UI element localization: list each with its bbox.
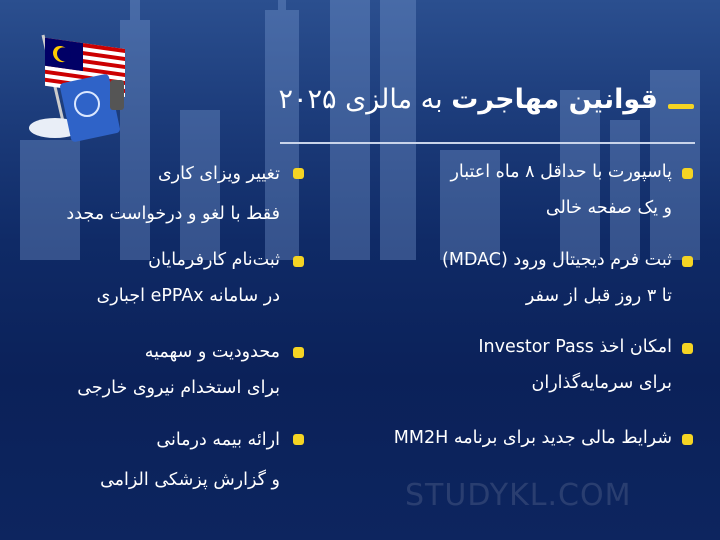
list-item: پاسپورت با حداقل ۸ ماه اعتبار و یک صفحه خ… — [450, 154, 672, 226]
list-item: شرایط مالی جدید برای برنامه MM2H — [394, 420, 672, 456]
item-line2: برای سرمایه‌گذاران — [531, 373, 672, 393]
divider — [280, 142, 695, 144]
bullet-icon — [293, 347, 304, 358]
page-title: قوانین مهاجرت به مالزی ۲۰۲۵ — [279, 84, 659, 115]
list-item: تغییر ویزای کاری فقط با لغو و درخواست مجد… — [66, 154, 280, 234]
bullet-icon — [682, 168, 693, 179]
item-line1: ثبت فرم دیجیتال ورود (MDAC) — [442, 250, 672, 270]
list-item: امکان اخذ Investor Pass برای سرمایه‌گذارا… — [478, 329, 672, 401]
item-line2: تا ۳ روز قبل از سفر — [525, 286, 672, 306]
item-line1: ارائه بیمه درمانی — [156, 430, 280, 450]
list-item: ثبت فرم دیجیتال ورود (MDAC) تا ۳ روز قبل … — [442, 242, 672, 314]
item-line2: فقط با لغو و درخواست مجدد — [66, 204, 280, 224]
item-line1: امکان اخذ Investor Pass — [478, 337, 672, 357]
malaysia-flag-icon — [29, 34, 125, 142]
passport-icon — [60, 74, 120, 142]
list-item: ثبت‌نام کارفرمایان در سامانه ePPAx اجباری — [97, 242, 280, 314]
list-item: محدودیت و سهمیه برای استخدام نیروی خارجی — [77, 334, 280, 406]
item-line1: پاسپورت با حداقل ۸ ماه اعتبار — [450, 162, 672, 182]
item-line2: و گزارش پزشکی الزامی — [100, 470, 280, 490]
item-line2: برای استخدام نیروی خارجی — [77, 378, 280, 398]
item-line1: ثبت‌نام کارفرمایان — [148, 250, 280, 270]
title-bold: قوانین مهاجرت — [451, 84, 658, 115]
bullet-icon — [293, 168, 304, 179]
item-line1: تغییر ویزای کاری — [157, 164, 280, 184]
title-accent-dash — [668, 104, 694, 109]
item-line2: و یک صفحه خالی — [545, 198, 672, 218]
bullet-icon — [682, 256, 693, 267]
list-item: ارائه بیمه درمانی و گزارش پزشکی الزامی — [100, 420, 280, 500]
item-line1: شرایط مالی جدید برای برنامه MM2H — [393, 428, 672, 448]
bullet-icon — [682, 343, 693, 354]
item-line2: در سامانه ePPAx اجباری — [96, 286, 280, 306]
watermark: STUDYKL.COM — [405, 478, 632, 513]
title-rest: به مالزی ۲۰۲۵ — [278, 84, 452, 115]
item-line1: محدودیت و سهمیه — [144, 342, 280, 362]
bullet-icon — [682, 434, 693, 445]
bullet-icon — [293, 434, 304, 445]
city-skyline — [20, 0, 700, 260]
bullet-icon — [293, 256, 304, 267]
